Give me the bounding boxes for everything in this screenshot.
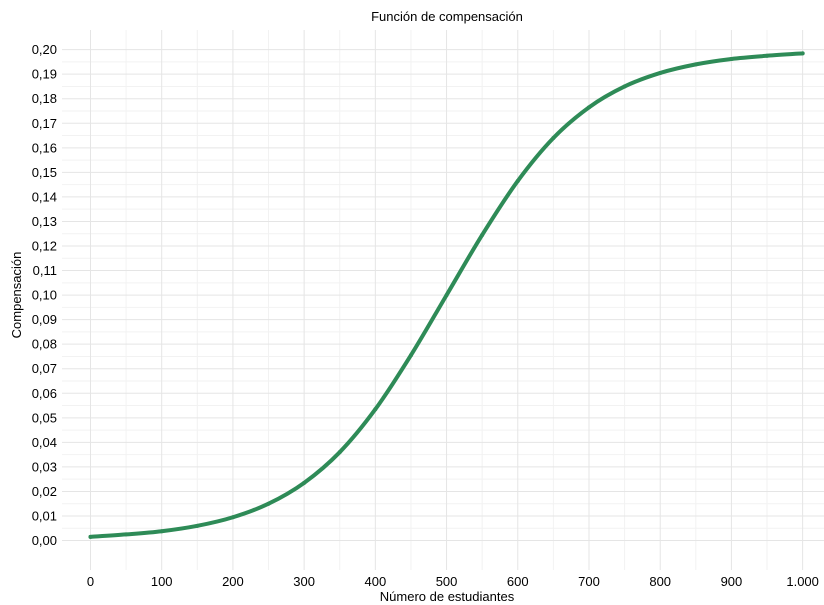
y-tick-label: 0,18 (32, 91, 57, 106)
data-point (444, 293, 449, 298)
data-point (195, 523, 200, 528)
x-tick-label: 900 (721, 574, 743, 589)
grid-major (62, 30, 824, 570)
data-point (373, 407, 378, 412)
x-tick-labels: 0 100 200 300 400 500 600 700 800 900 1.000 (87, 574, 819, 589)
data-point (230, 515, 235, 520)
data-point (693, 62, 698, 67)
x-tick-label: 700 (578, 574, 600, 589)
y-tick-label: 0,08 (32, 337, 57, 352)
data-point (408, 353, 413, 358)
data-point (658, 70, 663, 75)
y-tick-label: 0,20 (32, 42, 57, 57)
y-tick-label: 0,03 (32, 459, 57, 474)
y-tick-label: 0,13 (32, 214, 57, 229)
x-tick-label: 800 (649, 574, 671, 589)
y-tick-label: 0,11 (33, 263, 57, 278)
data-point (765, 53, 770, 58)
x-tick-label: 200 (222, 574, 244, 589)
data-point (800, 51, 805, 56)
data-point (302, 480, 307, 485)
x-tick-label: 500 (436, 574, 458, 589)
data-point (88, 534, 93, 539)
grid-minor (62, 30, 824, 570)
data-point (515, 178, 520, 183)
x-axis-label: Número de estudiantes (380, 589, 515, 604)
data-point (124, 532, 129, 537)
y-tick-label: 0,05 (32, 410, 57, 425)
y-tick-label: 0,19 (32, 67, 57, 82)
y-tick-label: 0,01 (32, 509, 57, 524)
y-tick-label: 0,04 (32, 435, 57, 450)
data-point (159, 529, 164, 534)
chart-title: Función de compensación (371, 9, 523, 24)
data-point (622, 84, 627, 89)
y-tick-label: 0,07 (32, 361, 57, 376)
x-tick-label: 300 (293, 574, 315, 589)
data-point (729, 56, 734, 61)
y-tick-label: 0,10 (32, 288, 57, 303)
data-point (266, 501, 271, 506)
data-point (551, 136, 556, 140)
y-tick-label: 0,14 (32, 189, 57, 204)
y-tick-label: 0,15 (32, 165, 57, 180)
y-tick-label: 0,17 (32, 116, 57, 131)
x-tick-label: 100 (151, 574, 173, 589)
x-tick-label: 600 (507, 574, 529, 589)
x-tick-label: 400 (364, 574, 386, 589)
x-tick-label: 1.000 (786, 574, 819, 589)
x-tick-label: 0 (87, 574, 94, 589)
data-point (480, 232, 485, 237)
y-axis-label: Compensación (9, 252, 24, 339)
y-tick-label: 0,12 (32, 239, 57, 254)
y-tick-labels: 0,00 0,01 0,02 0,03 0,04 0,05 0,06 0,07 0,08 0,09… (32, 42, 57, 548)
y-tick-label: 0,16 (32, 140, 57, 155)
series-layer (88, 51, 805, 539)
y-tick-label: 0,06 (32, 386, 57, 401)
y-tick-label: 0,02 (32, 484, 57, 499)
data-point (337, 450, 342, 455)
data-point (586, 105, 591, 110)
y-tick-label: 0,09 (32, 312, 57, 327)
y-tick-label: 0,00 (32, 533, 57, 548)
